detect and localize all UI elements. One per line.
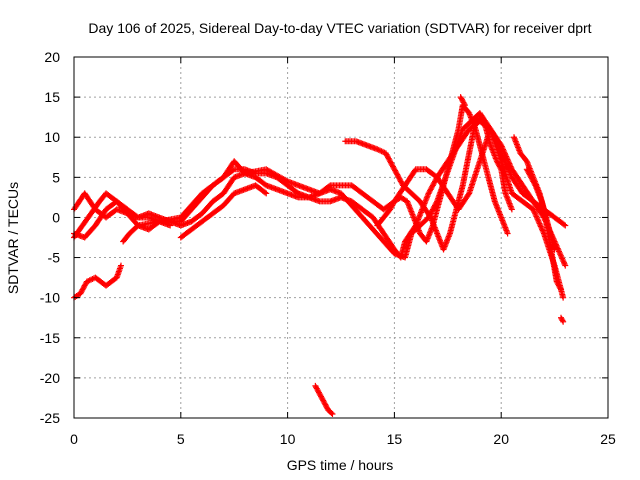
data-point bbox=[329, 410, 336, 417]
data-point bbox=[283, 177, 290, 184]
chart-title: Day 106 of 2025, Sidereal Day-to-day VTE… bbox=[88, 20, 591, 36]
data-point bbox=[558, 286, 565, 293]
data-point bbox=[461, 100, 468, 107]
x-tick-label: 10 bbox=[280, 431, 296, 447]
x-tick-label: 5 bbox=[177, 431, 185, 447]
y-tick-label: 5 bbox=[52, 169, 60, 185]
y-tick-label: -15 bbox=[40, 330, 60, 346]
data-point bbox=[551, 246, 558, 253]
x-tick-label: 15 bbox=[387, 431, 403, 447]
data-point bbox=[328, 409, 335, 416]
data-point bbox=[504, 230, 511, 237]
data-point bbox=[167, 222, 174, 229]
x-tick-label: 20 bbox=[493, 431, 509, 447]
y-tick-label: -25 bbox=[40, 410, 60, 426]
data-point bbox=[465, 191, 472, 198]
data-point bbox=[262, 189, 269, 196]
y-axis-label: SDTVAR / TECUs bbox=[5, 182, 21, 294]
data-point bbox=[561, 221, 568, 228]
series-track-12 bbox=[312, 382, 336, 417]
series-track-13 bbox=[457, 94, 468, 109]
data-point bbox=[562, 222, 569, 229]
x-axis-label: GPS time / hours bbox=[287, 457, 394, 473]
y-tick-label: 10 bbox=[44, 129, 60, 145]
data-points bbox=[71, 94, 569, 417]
series-track-6 bbox=[177, 182, 270, 241]
y-tick-label: -5 bbox=[48, 250, 61, 266]
y-axis-ticks: -25 -20 -15 -10 -5 0 5 10 15 20 bbox=[40, 49, 608, 426]
grid bbox=[74, 57, 608, 418]
series-track-4 bbox=[71, 262, 124, 301]
x-axis-ticks: 0 5 10 15 20 25 bbox=[70, 57, 616, 447]
y-tick-label: 20 bbox=[44, 49, 60, 65]
series-track-8 bbox=[374, 102, 511, 245]
x-tick-label: 25 bbox=[600, 431, 616, 447]
series-track-10 bbox=[523, 166, 558, 253]
data-point bbox=[559, 317, 566, 324]
data-point bbox=[562, 262, 569, 269]
y-tick-label: 0 bbox=[52, 209, 60, 225]
data-point bbox=[461, 102, 468, 109]
series-track-7 bbox=[342, 114, 515, 253]
data-point bbox=[508, 206, 515, 213]
data-point bbox=[497, 164, 504, 171]
y-tick-label: -20 bbox=[40, 370, 60, 386]
data-point bbox=[560, 318, 567, 325]
data-point bbox=[560, 294, 567, 301]
series-track-5 bbox=[120, 218, 174, 245]
x-tick-label: 0 bbox=[70, 431, 78, 447]
series-track-11 bbox=[558, 314, 567, 325]
data-point bbox=[557, 285, 564, 292]
plot-frame bbox=[73, 56, 609, 419]
data-point bbox=[263, 190, 270, 197]
y-tick-label: -10 bbox=[40, 290, 60, 306]
y-tick-label: 15 bbox=[44, 89, 60, 105]
data-point bbox=[531, 181, 538, 188]
data-point bbox=[117, 262, 124, 269]
